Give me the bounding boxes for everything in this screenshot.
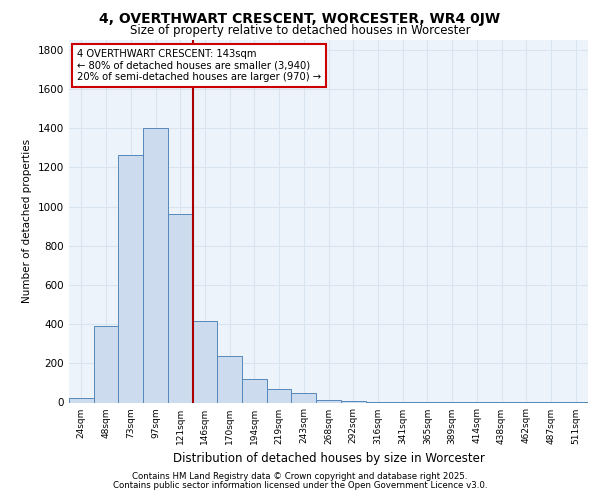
Y-axis label: Number of detached properties: Number of detached properties bbox=[22, 139, 32, 304]
Text: 4 OVERTHWART CRESCENT: 143sqm
← 80% of detached houses are smaller (3,940)
20% o: 4 OVERTHWART CRESCENT: 143sqm ← 80% of d… bbox=[77, 49, 321, 82]
X-axis label: Distribution of detached houses by size in Worcester: Distribution of detached houses by size … bbox=[173, 452, 484, 465]
Bar bbox=[217, 356, 242, 403]
Text: 4, OVERTHWART CRESCENT, WORCESTER, WR4 0JW: 4, OVERTHWART CRESCENT, WORCESTER, WR4 0… bbox=[100, 12, 500, 26]
Bar bbox=[143, 128, 168, 402]
Bar bbox=[316, 400, 341, 402]
Bar bbox=[267, 389, 292, 402]
Bar bbox=[341, 400, 365, 402]
Bar bbox=[193, 321, 217, 402]
Text: Contains HM Land Registry data © Crown copyright and database right 2025.: Contains HM Land Registry data © Crown c… bbox=[132, 472, 468, 481]
Bar bbox=[292, 392, 316, 402]
Bar bbox=[168, 214, 193, 402]
Text: Contains public sector information licensed under the Open Government Licence v3: Contains public sector information licen… bbox=[113, 481, 487, 490]
Bar bbox=[94, 326, 118, 402]
Bar bbox=[69, 398, 94, 402]
Bar bbox=[242, 379, 267, 402]
Text: Size of property relative to detached houses in Worcester: Size of property relative to detached ho… bbox=[130, 24, 470, 37]
Bar bbox=[118, 154, 143, 402]
